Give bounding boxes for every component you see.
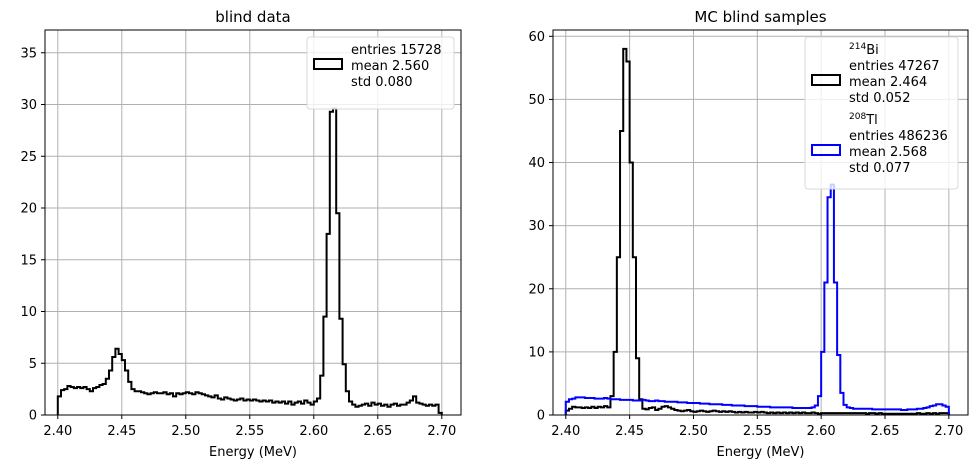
x-tick-label: 2.65 xyxy=(871,424,900,439)
y-tick-label: 10 xyxy=(528,345,545,360)
x-tick-label: 2.70 xyxy=(427,424,456,439)
legend-series-name: 214Bi xyxy=(849,42,879,58)
legend-swatch xyxy=(811,74,841,86)
plot-frame xyxy=(44,29,462,416)
legend-stat-text: mean 2.568 xyxy=(849,145,927,160)
x-tick-label: 2.40 xyxy=(43,424,72,439)
legend-stat-text: std 0.080 xyxy=(351,75,412,90)
y-tick-label: 30 xyxy=(528,219,545,234)
y-tick-label: 20 xyxy=(20,202,37,217)
legend-box xyxy=(804,36,959,190)
y-tick-label: 50 xyxy=(528,93,545,108)
x-axis-label: Energy (MeV) xyxy=(209,445,297,460)
y-tick-label: 40 xyxy=(528,156,545,171)
x-tick-label: 2.50 xyxy=(679,424,708,439)
y-tick-label: 5 xyxy=(29,357,37,372)
y-tick-label: 20 xyxy=(528,282,545,297)
legend-stat-text: mean 2.464 xyxy=(849,75,927,90)
y-tick-label: 10 xyxy=(20,305,37,320)
x-tick-label: 2.45 xyxy=(107,424,136,439)
x-tick-label: 2.55 xyxy=(743,424,772,439)
legend-stat-text: entries 15728 xyxy=(351,43,442,58)
legend-swatch xyxy=(313,58,343,70)
legend-stat-text: std 0.077 xyxy=(849,161,910,176)
legend-stat-text: entries 486236 xyxy=(849,129,948,144)
y-tick-label: 15 xyxy=(20,253,37,268)
right-histogram-panel: 2.40 2.45 2.50 2.55 2.60 2.65 2.70 0 10 20 30 40 50 6… xyxy=(528,8,969,460)
legend-stat-text: std 0.052 xyxy=(849,91,910,106)
legend-box xyxy=(306,36,455,110)
y-tick-label: 30 xyxy=(20,98,37,113)
x-tick-label: 2.65 xyxy=(363,424,392,439)
y-tick-label: 0 xyxy=(29,409,37,424)
legend-swatch xyxy=(811,144,841,156)
x-tick-label: 2.55 xyxy=(235,424,264,439)
chart-title: MC blind samples xyxy=(694,8,826,26)
legend-stat-text: entries 47267 xyxy=(849,59,940,74)
histogram-series-line-2 xyxy=(564,183,950,415)
x-tick-label: 2.45 xyxy=(615,424,644,439)
x-tick-label: 2.60 xyxy=(807,424,836,439)
legend-stat-text: mean 2.560 xyxy=(351,59,429,74)
plot-frame xyxy=(552,29,969,416)
legend-series-name: 208Tl xyxy=(849,112,878,128)
x-tick-label: 2.60 xyxy=(299,424,328,439)
y-tick-label: 25 xyxy=(20,150,37,165)
histogram-series-line xyxy=(56,107,443,415)
x-tick-label: 2.70 xyxy=(934,424,963,439)
y-tick-label: 60 xyxy=(528,30,545,45)
x-tick-label: 2.50 xyxy=(171,424,200,439)
x-tick-label: 2.40 xyxy=(551,424,580,439)
left-histogram-panel: 2.40 2.45 2.50 2.55 2.60 2.65 2.70 0 5 10 15 20 25 30… xyxy=(20,8,462,460)
y-tick-label: 0 xyxy=(537,409,545,424)
x-axis-label: Energy (MeV) xyxy=(717,445,805,460)
y-tick-label: 35 xyxy=(20,46,37,61)
histogram-series-line xyxy=(564,47,950,415)
chart-title: blind data xyxy=(215,8,290,26)
